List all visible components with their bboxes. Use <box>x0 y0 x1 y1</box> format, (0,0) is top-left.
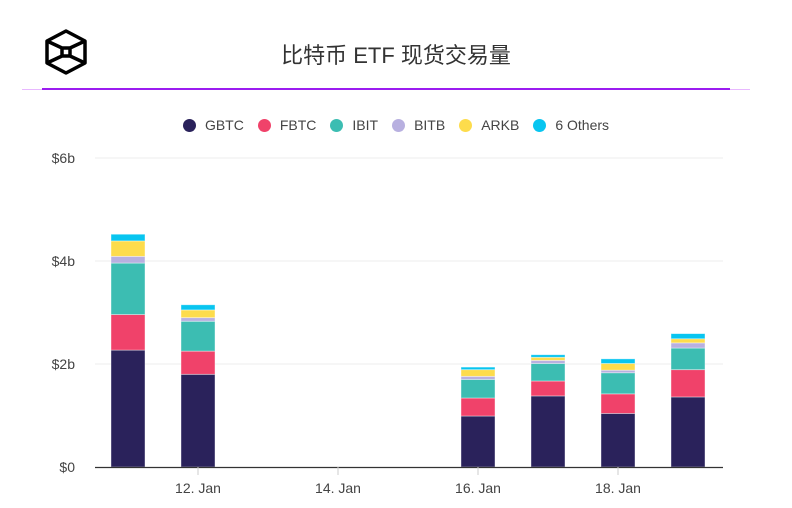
bar-segment-arkb <box>110 240 146 257</box>
bar-segment-6-others <box>530 354 566 358</box>
legend-label: ARKB <box>481 117 520 133</box>
bar-segment-6-others <box>110 233 146 242</box>
bar-segment-6-others <box>670 333 706 340</box>
header-divider <box>42 88 730 90</box>
legend-item[interactable]: 6 Others <box>533 117 609 133</box>
x-tick-label: 14. Jan <box>315 480 361 496</box>
legend-marker <box>182 118 196 132</box>
bar-segment-bitb <box>670 342 706 349</box>
bar-segment-ibit <box>670 347 706 371</box>
bar-segment-fbtc <box>460 397 496 417</box>
legend-item[interactable]: BITB <box>392 117 445 133</box>
chart-title: 比特币 ETF 现货交易量 <box>281 43 511 68</box>
bar-segment-gbtc <box>670 396 706 468</box>
x-tick-label: 12. Jan <box>175 480 221 496</box>
legend-label: GBTC <box>204 117 244 133</box>
legend-label: FBTC <box>279 117 317 133</box>
bar-segment-ibit <box>600 372 636 395</box>
legend-marker <box>257 118 271 132</box>
bar-segment-6-others <box>600 358 636 364</box>
bar-segment-gbtc <box>180 373 216 468</box>
bar-segment-gbtc <box>460 415 496 468</box>
bar-segment-6-others <box>460 366 496 371</box>
bar-segment-ibit <box>180 320 216 352</box>
cube-logo <box>45 29 87 75</box>
bar-segment-bitb <box>460 375 496 380</box>
bar-segment-gbtc <box>600 413 636 468</box>
bar-segment-gbtc <box>110 349 146 468</box>
bar-segment-fbtc <box>180 350 216 375</box>
bar-segment-gbtc <box>530 395 566 468</box>
bar-segment-arkb <box>180 309 216 319</box>
bar-segment-6-others <box>180 304 216 311</box>
legend-marker <box>392 118 406 132</box>
bar-segment-ibit <box>460 379 496 399</box>
bar-segment-arkb <box>460 369 496 377</box>
legend-item[interactable]: GBTC <box>182 117 244 133</box>
bar-segment-arkb <box>530 356 566 361</box>
bar-segment-bitb <box>530 359 566 364</box>
bar-segment-ibit <box>110 262 146 315</box>
legend-item[interactable]: FBTC <box>257 117 317 133</box>
legend-item[interactable]: IBIT <box>330 117 378 133</box>
bar-segment-fbtc <box>530 380 566 397</box>
bar-segment-fbtc <box>670 369 706 398</box>
legend-label: 6 Others <box>555 117 610 133</box>
x-tick-label: 18. Jan <box>595 480 641 496</box>
bar-segment-arkb <box>670 338 706 344</box>
legend-item[interactable]: ARKB <box>459 117 519 133</box>
legend-label: BITB <box>414 117 446 133</box>
legend-marker <box>459 118 473 132</box>
bar-segment-fbtc <box>110 314 146 351</box>
bar-segment-fbtc <box>600 393 636 414</box>
bar-segment-bitb <box>110 255 146 264</box>
legend: GBTC FBTC IBIT BITB ARKB 6 Others <box>0 117 792 133</box>
bar-segment-ibit <box>530 363 566 382</box>
legend-label: IBIT <box>352 117 379 133</box>
bar-segment-arkb <box>600 363 636 371</box>
bar-segment-bitb <box>180 317 216 322</box>
y-tick-label: $4b <box>52 253 76 269</box>
x-tick-label: 16. Jan <box>455 480 501 496</box>
legend-marker <box>330 118 344 132</box>
y-tick-label: $2b <box>52 356 76 372</box>
legend-marker <box>533 118 547 132</box>
y-tick-label: $0 <box>59 459 75 475</box>
y-tick-label: $6b <box>52 150 76 166</box>
